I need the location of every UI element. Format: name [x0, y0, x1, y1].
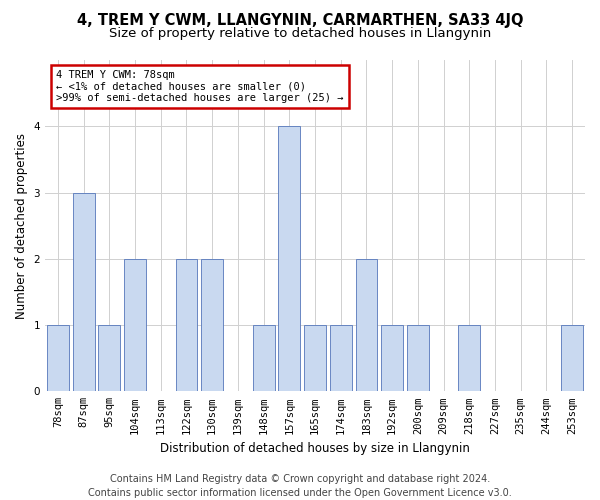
Bar: [330, 325, 352, 392]
Y-axis label: Number of detached properties: Number of detached properties: [15, 132, 28, 318]
Bar: [124, 259, 146, 392]
Bar: [356, 259, 377, 392]
Text: Size of property relative to detached houses in Llangynin: Size of property relative to detached ho…: [109, 28, 491, 40]
Bar: [98, 325, 120, 392]
Bar: [407, 325, 429, 392]
Bar: [381, 325, 403, 392]
Bar: [561, 325, 583, 392]
Bar: [47, 325, 69, 392]
Bar: [253, 325, 275, 392]
Bar: [201, 259, 223, 392]
Text: 4, TREM Y CWM, LLANGYNIN, CARMARTHEN, SA33 4JQ: 4, TREM Y CWM, LLANGYNIN, CARMARTHEN, SA…: [77, 12, 523, 28]
Bar: [304, 325, 326, 392]
Bar: [73, 192, 95, 392]
Bar: [458, 325, 480, 392]
Text: Contains HM Land Registry data © Crown copyright and database right 2024.
Contai: Contains HM Land Registry data © Crown c…: [88, 474, 512, 498]
Bar: [278, 126, 300, 392]
Bar: [176, 259, 197, 392]
X-axis label: Distribution of detached houses by size in Llangynin: Distribution of detached houses by size …: [160, 442, 470, 455]
Text: 4 TREM Y CWM: 78sqm
← <1% of detached houses are smaller (0)
>99% of semi-detach: 4 TREM Y CWM: 78sqm ← <1% of detached ho…: [56, 70, 343, 103]
